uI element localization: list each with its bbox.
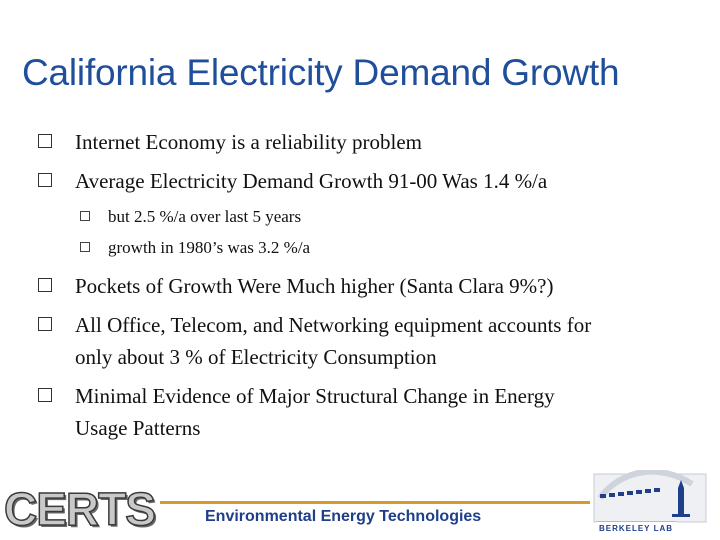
bullet-text: Internet Economy is a reliability proble… xyxy=(75,130,422,154)
bullet-text: Average Electricity Demand Growth 91-00 … xyxy=(75,169,548,193)
footer-divider xyxy=(160,501,590,504)
bullet-text: All Office, Telecom, and Networking equi… xyxy=(75,313,592,337)
checkbox-bullet-icon xyxy=(38,388,52,402)
footer-tagline: Environmental Energy Technologies xyxy=(205,508,482,525)
slide-title: California Electricity Demand Growth xyxy=(22,52,620,93)
bullet-text: Usage Patterns xyxy=(75,416,201,440)
checkbox-bullet-icon xyxy=(38,278,52,292)
berkeley-lab-label: BERKELEY LAB xyxy=(596,521,676,535)
checkbox-bullet-icon xyxy=(38,134,52,148)
checkbox-bullet-icon xyxy=(38,317,52,331)
sub-bullet-text: but 2.5 %/a over last 5 years xyxy=(108,207,302,226)
checkbox-bullet-icon xyxy=(80,211,90,221)
bullet-text: only about 3 % of Electricity Consumptio… xyxy=(75,345,437,369)
bullet-text: Minimal Evidence of Major Structural Cha… xyxy=(75,384,555,408)
sub-bullet-text: growth in 1980’s was 3.2 %/a xyxy=(108,238,311,257)
checkbox-bullet-icon xyxy=(80,242,90,252)
bullet-text: Pockets of Growth Were Much higher (Sant… xyxy=(75,274,554,298)
certs-logo: CERTS xyxy=(3,483,156,535)
checkbox-bullet-icon xyxy=(38,173,52,187)
footer: CERTS Environmental Energy Technologies … xyxy=(0,470,720,540)
